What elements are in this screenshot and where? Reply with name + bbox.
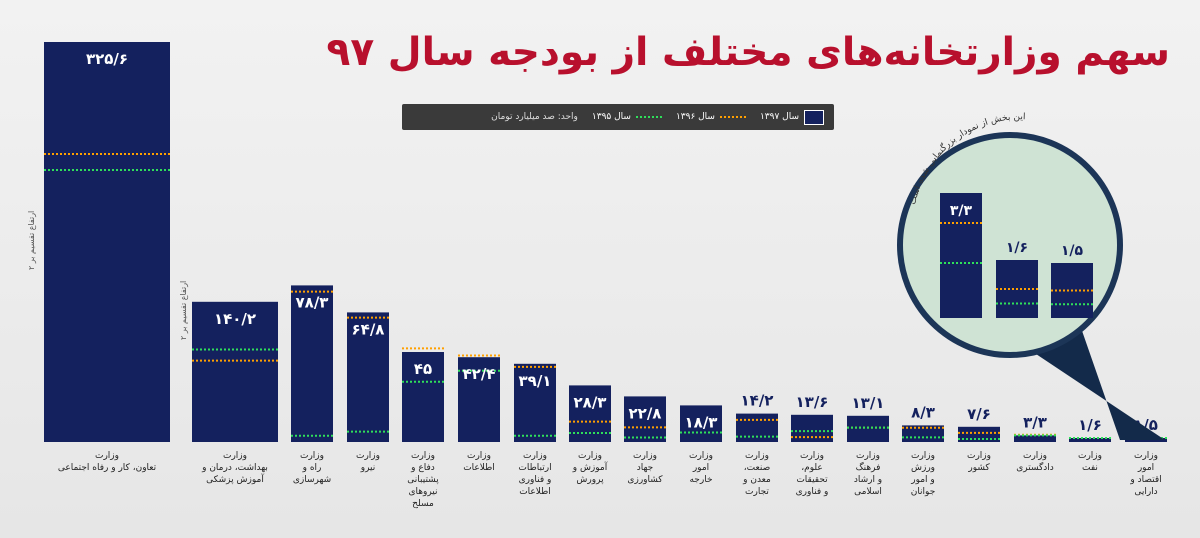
scale-note-2: ارتفاع تقسیم بر ۲ [179, 281, 188, 340]
value-label-6: ۳۹/۱ [519, 372, 552, 390]
value-label-16: ۱/۶ [1078, 416, 1102, 434]
value-label-9: ۱۸/۳ [685, 413, 718, 431]
bar-0 [44, 42, 170, 442]
value-label-15: ۳/۳ [1023, 413, 1047, 431]
value-label-4: ۴۵ [414, 360, 432, 378]
value-label-0: ۳۲۵/۶ [86, 50, 128, 68]
zoom-bar-0 [940, 193, 982, 318]
bar-3 [347, 312, 389, 442]
bar-15 [1014, 435, 1056, 442]
category-label-11: وزارت علوم، تحقیقات و فناوری [796, 451, 829, 497]
legend-item-1395: سال ۱۳۹۵ [592, 112, 662, 122]
category-label-3: وزارت نیرو [356, 451, 380, 473]
category-label-14: وزارت کشور [967, 451, 991, 473]
magnifier-beam [1030, 325, 1165, 440]
value-label-14: ۷/۶ [967, 405, 991, 423]
legend-swatch-1396 [719, 116, 746, 118]
category-label-4: وزارت دفاع و پشتیبانی نیروهای مسلح [407, 451, 439, 509]
value-label-5: ۴۲/۴ [463, 365, 496, 383]
category-label-17: وزارت امور اقتصاد و دارایی [1129, 451, 1161, 497]
category-label-13: وزارت ورزش و امور جوانان [910, 451, 935, 497]
legend-item-1397: سال ۱۳۹۷ [759, 109, 824, 125]
bar-12 [847, 415, 889, 442]
value-label-2: ۷۸/۳ [296, 293, 329, 311]
bar-1 [192, 301, 278, 442]
bar-8 [624, 396, 666, 442]
legend-swatch-1397 [804, 109, 824, 125]
scale-note-1: ارتفاع تقسیم بر ۲ [27, 211, 36, 270]
legend-label-1396: سال ۱۳۹۶ [675, 112, 715, 122]
category-label-10: وزارت صنعت، معدن و تجارت [742, 451, 771, 497]
category-label-16: وزارت نفت [1078, 451, 1102, 473]
bar-6 [514, 363, 556, 442]
bar-16 [1069, 438, 1111, 442]
value-label-10: ۱۴/۲ [741, 392, 774, 410]
bar-2 [291, 285, 333, 442]
value-label-3: ۶۴/۸ [352, 320, 385, 338]
legend-unit: واحد: صد میلیارد تومان [491, 112, 578, 122]
bar-13 [902, 425, 944, 442]
legend-swatch-1395 [635, 116, 662, 118]
legend-label-1397: سال ۱۳۹۷ [759, 112, 799, 122]
value-label-7: ۲۸/۳ [574, 393, 607, 411]
bar-10 [736, 413, 778, 442]
bar-4 [402, 352, 444, 442]
category-label-6: وزارت ارتباطات و فناوری اطلاعات [518, 451, 551, 497]
value-label-12: ۱۳/۱ [852, 394, 885, 412]
category-label-1: وزارت بهداشت، درمان و آموزش پزشکی [201, 451, 268, 485]
category-label-9: وزارت امور خارجه [689, 451, 713, 485]
category-label-12: وزارت فرهنگ و ارشاد اسلامی [854, 451, 882, 497]
legend-label-1395: سال ۱۳۹۵ [591, 112, 631, 122]
value-label-8: ۲۲/۸ [629, 404, 662, 422]
category-label-5: وزارت اطلاعات [463, 451, 495, 473]
zoom-value-label-1: ۱/۶ [1006, 240, 1028, 256]
zoom-value-label-2: ۱/۵ [1061, 243, 1084, 259]
bar-14 [958, 426, 1000, 442]
category-label-0: وزارت تعاون، کار و رفاه اجتماعی [58, 451, 157, 473]
legend-item-1396: سال ۱۳۹۶ [676, 112, 746, 122]
value-label-1: ۱۴۰/۲ [214, 310, 256, 328]
category-label-7: وزارت آموزش و پرورش [572, 451, 608, 485]
legend: سال ۱۳۹۷ سال ۱۳۹۶ سال ۱۳۹۵ واحد: صد میلی… [402, 104, 834, 130]
category-label-2: وزارت راه و شهرسازی [293, 451, 331, 485]
bar-9 [680, 405, 722, 442]
chart-title: سهم وزارتخانه‌های مختلف از بودجه سال ۹۷ [326, 30, 1170, 75]
value-label-13: ۸/۳ [911, 403, 935, 421]
category-label-15: وزارت دادگستری [1016, 451, 1054, 473]
value-label-11: ۱۳/۶ [796, 393, 829, 411]
category-label-8: وزارت جهاد کشاورزی [627, 451, 663, 485]
zoom-value-label-0: ۳/۳ [950, 203, 973, 219]
